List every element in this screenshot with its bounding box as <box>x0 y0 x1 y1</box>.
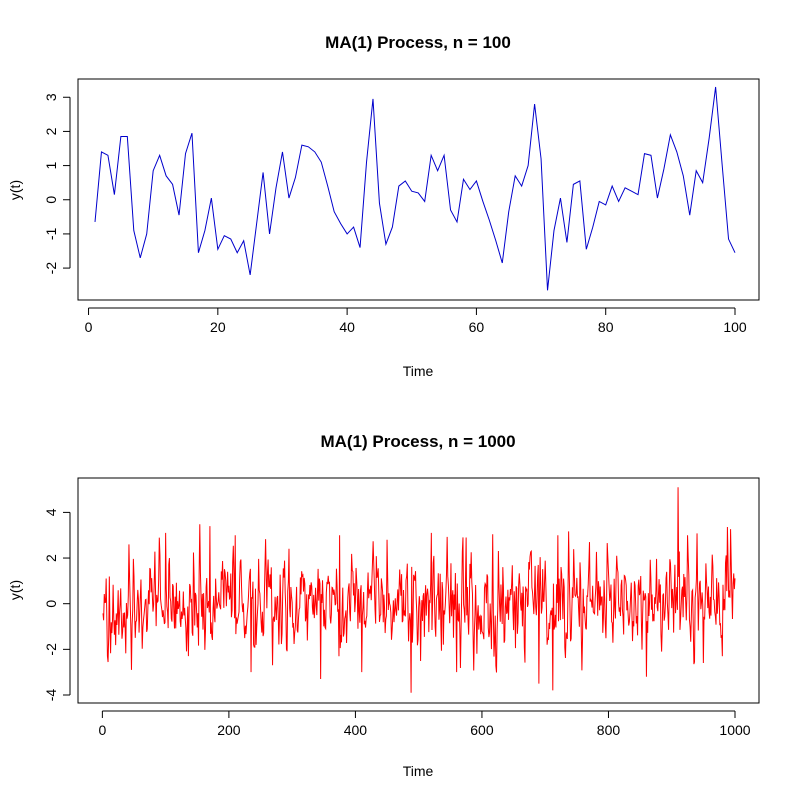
y-tick-label: 3 <box>43 93 59 101</box>
x-tick-label: 100 <box>723 319 747 335</box>
y-axis: -4 -2 0 2 4 <box>43 508 71 702</box>
plot-frame <box>77 78 760 301</box>
chart-panel-n1000: MA(1) Process, n = 1000 0 200 400 600 800 100… <box>7 432 760 779</box>
x-tick-label: 400 <box>344 722 368 738</box>
x-axis-label: Time <box>403 363 434 379</box>
y-tick-label: 1 <box>43 161 59 169</box>
y-axis-label: y(t) <box>7 180 23 200</box>
y-axis: -2 -1 0 1 2 3 <box>43 93 71 275</box>
x-axis: 0 20 40 60 80 100 <box>85 307 747 335</box>
y-tick-label: 0 <box>43 196 59 204</box>
x-axis: 0 200 400 600 800 1000 <box>98 710 751 738</box>
x-tick-label: 1000 <box>719 722 750 738</box>
y-tick-label: 0 <box>43 600 59 608</box>
x-tick-label: 40 <box>339 319 355 335</box>
x-tick-label: 60 <box>469 319 485 335</box>
x-tick-label: 20 <box>210 319 226 335</box>
chart-title: MA(1) Process, n = 1000 <box>320 432 515 451</box>
y-tick-label: -2 <box>43 262 59 275</box>
series-group <box>102 487 736 693</box>
chart-panel-n100: MA(1) Process, n = 100 0 20 40 60 80 100 -2-1… <box>7 33 760 379</box>
y-tick-label: 2 <box>43 127 59 135</box>
x-tick-label: 80 <box>598 319 614 335</box>
x-tick-label: 0 <box>85 319 93 335</box>
series-line <box>102 487 736 693</box>
x-tick-label: 600 <box>470 722 494 738</box>
x-tick-label: 800 <box>597 722 621 738</box>
y-tick-label: -1 <box>43 227 59 240</box>
plot-frame <box>77 477 760 704</box>
x-axis-label: Time <box>403 763 434 779</box>
y-tick-label: 4 <box>43 508 59 516</box>
x-tick-label: 200 <box>217 722 241 738</box>
series-line <box>94 86 736 291</box>
x-tick-label: 0 <box>98 722 106 738</box>
y-tick-label: 2 <box>43 554 59 562</box>
chart-title: MA(1) Process, n = 100 <box>325 33 511 52</box>
y-axis-label: y(t) <box>7 580 23 600</box>
y-tick-label: -4 <box>43 689 59 702</box>
y-tick-label: -2 <box>43 643 59 656</box>
series-group <box>94 86 736 291</box>
